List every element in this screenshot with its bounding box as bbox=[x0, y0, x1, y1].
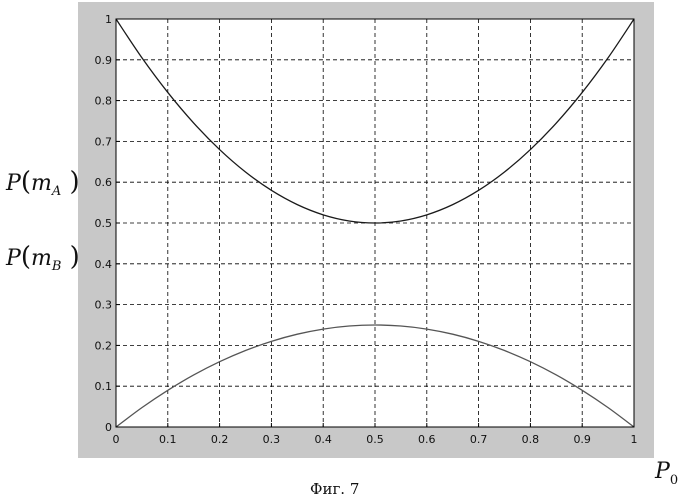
svg-text:P(mA ): P(mA ) bbox=[5, 167, 80, 199]
y-tick-label: 0.9 bbox=[95, 54, 113, 67]
svg-text:P0: P0 bbox=[654, 459, 678, 488]
y-label-b-sub: B bbox=[51, 259, 62, 274]
x-tick-label: 0.9 bbox=[573, 433, 591, 446]
y-label-a-m: m bbox=[31, 171, 52, 196]
x-tick-label: 0.8 bbox=[522, 433, 540, 446]
y-axis-label-a: P(mA ) bbox=[5, 167, 80, 199]
x-tick-label: 0.6 bbox=[418, 433, 436, 446]
x-axis-label: P0 bbox=[654, 459, 678, 488]
y-tick-label: 0.1 bbox=[95, 380, 113, 393]
x-tick-label: 0.5 bbox=[366, 433, 384, 446]
y-axis-label-b: P(mB ) bbox=[5, 242, 80, 274]
x-tick-label: 0.1 bbox=[159, 433, 177, 446]
x-label-p: P bbox=[654, 459, 671, 484]
y-tick-label: 0.6 bbox=[95, 176, 113, 189]
x-tick-label: 0 bbox=[113, 433, 120, 446]
x-label-sub: 0 bbox=[670, 473, 678, 488]
y-tick-label: 0.5 bbox=[95, 217, 113, 230]
y-tick-label: 0.7 bbox=[95, 135, 113, 148]
y-label-b-p: P bbox=[5, 246, 22, 271]
x-tick-label: 0.4 bbox=[314, 433, 332, 446]
y-tick-label: 0.8 bbox=[95, 95, 113, 108]
figure-caption: Фиг. 7 bbox=[310, 480, 359, 498]
y-tick-label: 0.2 bbox=[95, 339, 113, 352]
y-label-b-m: m bbox=[31, 246, 52, 271]
svg-text:P(mB ): P(mB ) bbox=[5, 242, 80, 274]
y-tick-label: 0 bbox=[105, 421, 112, 434]
y-tick-label: 0.4 bbox=[95, 258, 113, 271]
x-tick-label: 0.3 bbox=[263, 433, 281, 446]
x-tick-label: 1 bbox=[631, 433, 638, 446]
y-tick-label: 1 bbox=[105, 13, 112, 26]
y-label-a-sub: A bbox=[51, 184, 61, 199]
y-tick-label: 0.3 bbox=[95, 299, 113, 312]
x-tick-label: 0.7 bbox=[470, 433, 488, 446]
x-tick-label: 0.2 bbox=[211, 433, 229, 446]
y-label-a-p: P bbox=[5, 171, 22, 196]
